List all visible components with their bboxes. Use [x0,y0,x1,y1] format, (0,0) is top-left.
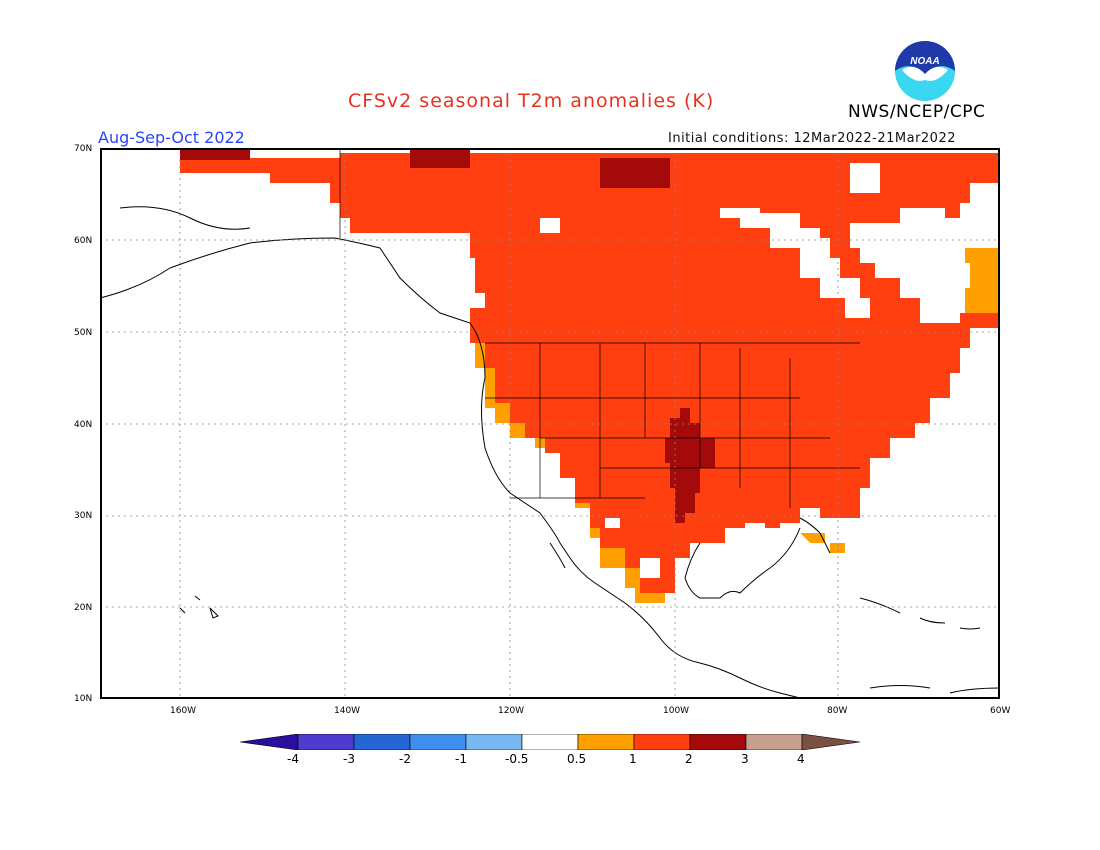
colorbar-arrow-low [240,734,299,750]
initial-conditions: Initial conditions: 12Mar2022-21Mar2022 [668,131,956,146]
colorbar-bin [409,734,467,750]
colorbar-bin [353,734,411,750]
colorbar-label: -4 [287,752,299,766]
colorbar-label: 0.5 [567,752,587,766]
logo-text: NOAA [910,56,939,67]
colorbar-label: -2 [399,752,411,766]
anomaly-shading [120,148,1000,603]
anomaly-1-2 [180,153,1000,593]
colorbar-label: 2 [685,752,693,766]
anomaly-2-3 [180,148,715,523]
lat-label: 10N [74,694,93,704]
lat-label: 20N [74,603,93,613]
colorbar-label: 4 [797,752,805,766]
colorbar [240,734,861,750]
forecast-period: Aug-Sep-Oct 2022 [98,128,245,147]
colorbar-arrow-high [801,734,861,750]
lon-label: 60W [990,706,1011,716]
colorbar-label: -1 [455,752,467,766]
lon-label: 160W [170,706,197,716]
lon-label: 120W [498,706,525,716]
lon-label: 140W [334,706,361,716]
political-borders [339,148,860,508]
colorbar-label: -3 [343,752,355,766]
colorbar-bin [521,734,579,750]
agency-label: NWS/NCEP/CPC [848,102,986,122]
lon-label: 80W [827,706,848,716]
map-title: CFSv2 seasonal T2m anomalies (K) [348,90,715,112]
noaa-logo: NOAA [895,41,955,101]
lat-label: 50N [74,328,93,338]
coastlines [100,206,1000,699]
colorbar-bin [745,734,803,750]
lat-label: 30N [74,511,93,521]
colorbar-bin [297,734,355,750]
graticule [100,148,1000,699]
colorbar-label: 1 [629,752,637,766]
lon-label: 100W [663,706,690,716]
lat-label: 40N [74,420,93,430]
lat-label: 60N [74,236,93,246]
anomaly-neutral [540,163,880,578]
colorbar-bin [577,734,635,750]
colorbar-bin [633,734,691,750]
colorbar-bin [689,734,747,750]
lat-label: 70N [74,144,93,154]
colorbar-bin [465,734,523,750]
colorbar-label: 3 [741,752,749,766]
colorbar-label: -0.5 [505,752,529,766]
anomaly-map [100,148,1000,699]
map-frame [100,148,1000,699]
